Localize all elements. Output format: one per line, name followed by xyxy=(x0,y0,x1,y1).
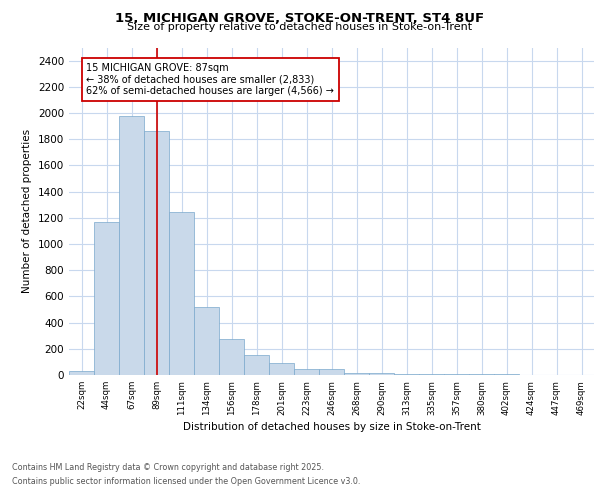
Bar xyxy=(144,132,169,375)
Bar xyxy=(394,374,419,375)
Bar xyxy=(469,374,494,375)
Bar xyxy=(269,363,294,375)
Text: Contains HM Land Registry data © Crown copyright and database right 2025.: Contains HM Land Registry data © Crown c… xyxy=(12,464,324,472)
Text: Size of property relative to detached houses in Stoke-on-Trent: Size of property relative to detached ho… xyxy=(127,22,473,32)
Bar xyxy=(244,356,269,375)
Text: 15, MICHIGAN GROVE, STOKE-ON-TRENT, ST4 8UF: 15, MICHIGAN GROVE, STOKE-ON-TRENT, ST4 … xyxy=(115,12,485,26)
Text: Contains public sector information licensed under the Open Government Licence v3: Contains public sector information licen… xyxy=(12,477,361,486)
Bar xyxy=(419,374,444,375)
Text: 15 MICHIGAN GROVE: 87sqm
← 38% of detached houses are smaller (2,833)
62% of sem: 15 MICHIGAN GROVE: 87sqm ← 38% of detach… xyxy=(86,63,334,96)
Bar xyxy=(369,372,394,375)
Bar xyxy=(194,307,219,375)
Bar xyxy=(444,374,469,375)
Bar xyxy=(169,212,194,375)
Bar xyxy=(294,369,319,375)
Bar xyxy=(319,369,344,375)
Bar xyxy=(69,371,94,375)
Bar xyxy=(344,372,369,375)
Bar xyxy=(494,374,519,375)
Bar xyxy=(219,339,244,375)
Y-axis label: Number of detached properties: Number of detached properties xyxy=(22,129,32,294)
Bar xyxy=(94,222,119,375)
X-axis label: Distribution of detached houses by size in Stoke-on-Trent: Distribution of detached houses by size … xyxy=(182,422,481,432)
Bar xyxy=(119,116,144,375)
